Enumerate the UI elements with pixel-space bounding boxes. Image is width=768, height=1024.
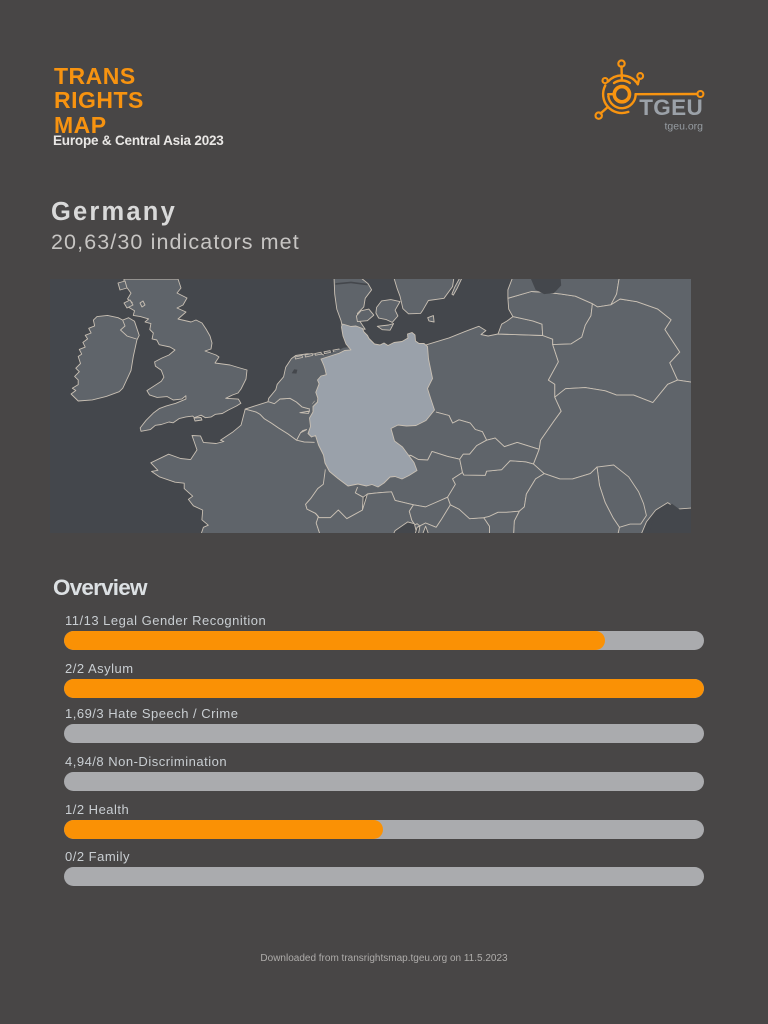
- svg-text:TGEU: TGEU: [639, 95, 703, 120]
- svg-text:tgeu.org: tgeu.org: [664, 121, 703, 133]
